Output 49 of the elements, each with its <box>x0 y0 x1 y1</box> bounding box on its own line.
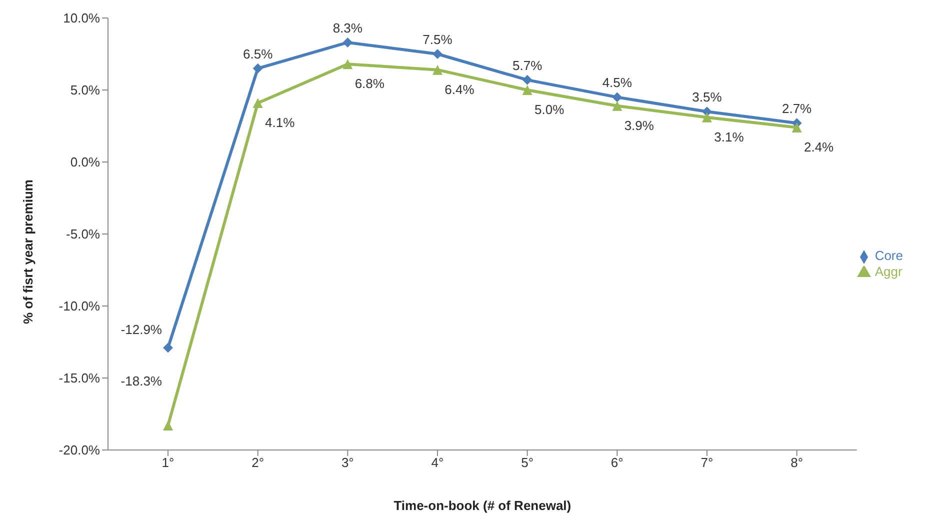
data-label: 3.9% <box>624 118 654 133</box>
data-label: -12.9% <box>120 322 162 337</box>
point <box>342 59 353 70</box>
data-label: 8.3% <box>332 20 363 36</box>
x-axis-title: Time-on-book (# of Renewal) <box>394 498 572 513</box>
point <box>612 92 622 102</box>
y-tick-label: -10.0% <box>58 298 100 314</box>
data-label: 4.1% <box>265 114 296 130</box>
point <box>702 112 712 122</box>
data-label: 6.8% <box>354 76 385 92</box>
x-tick-label: 5° <box>521 455 534 470</box>
data-label: 3.5% <box>692 90 722 105</box>
data-label: 4.5% <box>602 75 632 90</box>
x-tick-label: 7° <box>700 455 714 470</box>
x-tick-label: 3° <box>341 455 354 470</box>
x-tick-label: 6° <box>610 455 624 470</box>
data-label: 2.7% <box>782 101 812 116</box>
data-label: 3.1% <box>714 129 744 144</box>
point <box>252 98 263 108</box>
point <box>522 74 532 85</box>
y-tick-label: -15.0% <box>58 370 100 386</box>
data-label: 5.0% <box>534 102 565 117</box>
legend-label: Aggr <box>874 264 902 279</box>
point <box>432 49 442 59</box>
x-tick-label: 4° <box>431 455 444 470</box>
y-axis-title: % of fisrt year premium <box>20 180 36 324</box>
data-label: 7.5% <box>422 32 453 47</box>
data-label: 6.5% <box>243 46 274 62</box>
data-label: 2.4% <box>804 139 834 154</box>
point <box>252 63 263 74</box>
point <box>163 342 173 353</box>
y-tick-label: 5.0% <box>70 82 100 98</box>
point <box>522 85 532 95</box>
x-tick-label: 1° <box>162 455 174 470</box>
x-tick-label: 2° <box>252 455 264 470</box>
x-tick-label: 8° <box>790 455 804 470</box>
data-label: -18.3% <box>120 374 162 389</box>
data-label: 6.4% <box>444 82 475 97</box>
data-label: 5.7% <box>512 58 543 73</box>
point <box>432 64 442 75</box>
y-tick-label: 0.0% <box>70 154 100 170</box>
point <box>612 100 622 111</box>
legend-label: Core <box>874 248 903 264</box>
y-tick-label: -20.0% <box>58 442 100 458</box>
point <box>342 37 353 48</box>
y-tick-label: -5.0% <box>66 226 100 242</box>
point <box>792 122 802 132</box>
point <box>163 420 173 431</box>
y-tick-label: 10.0% <box>63 10 100 26</box>
